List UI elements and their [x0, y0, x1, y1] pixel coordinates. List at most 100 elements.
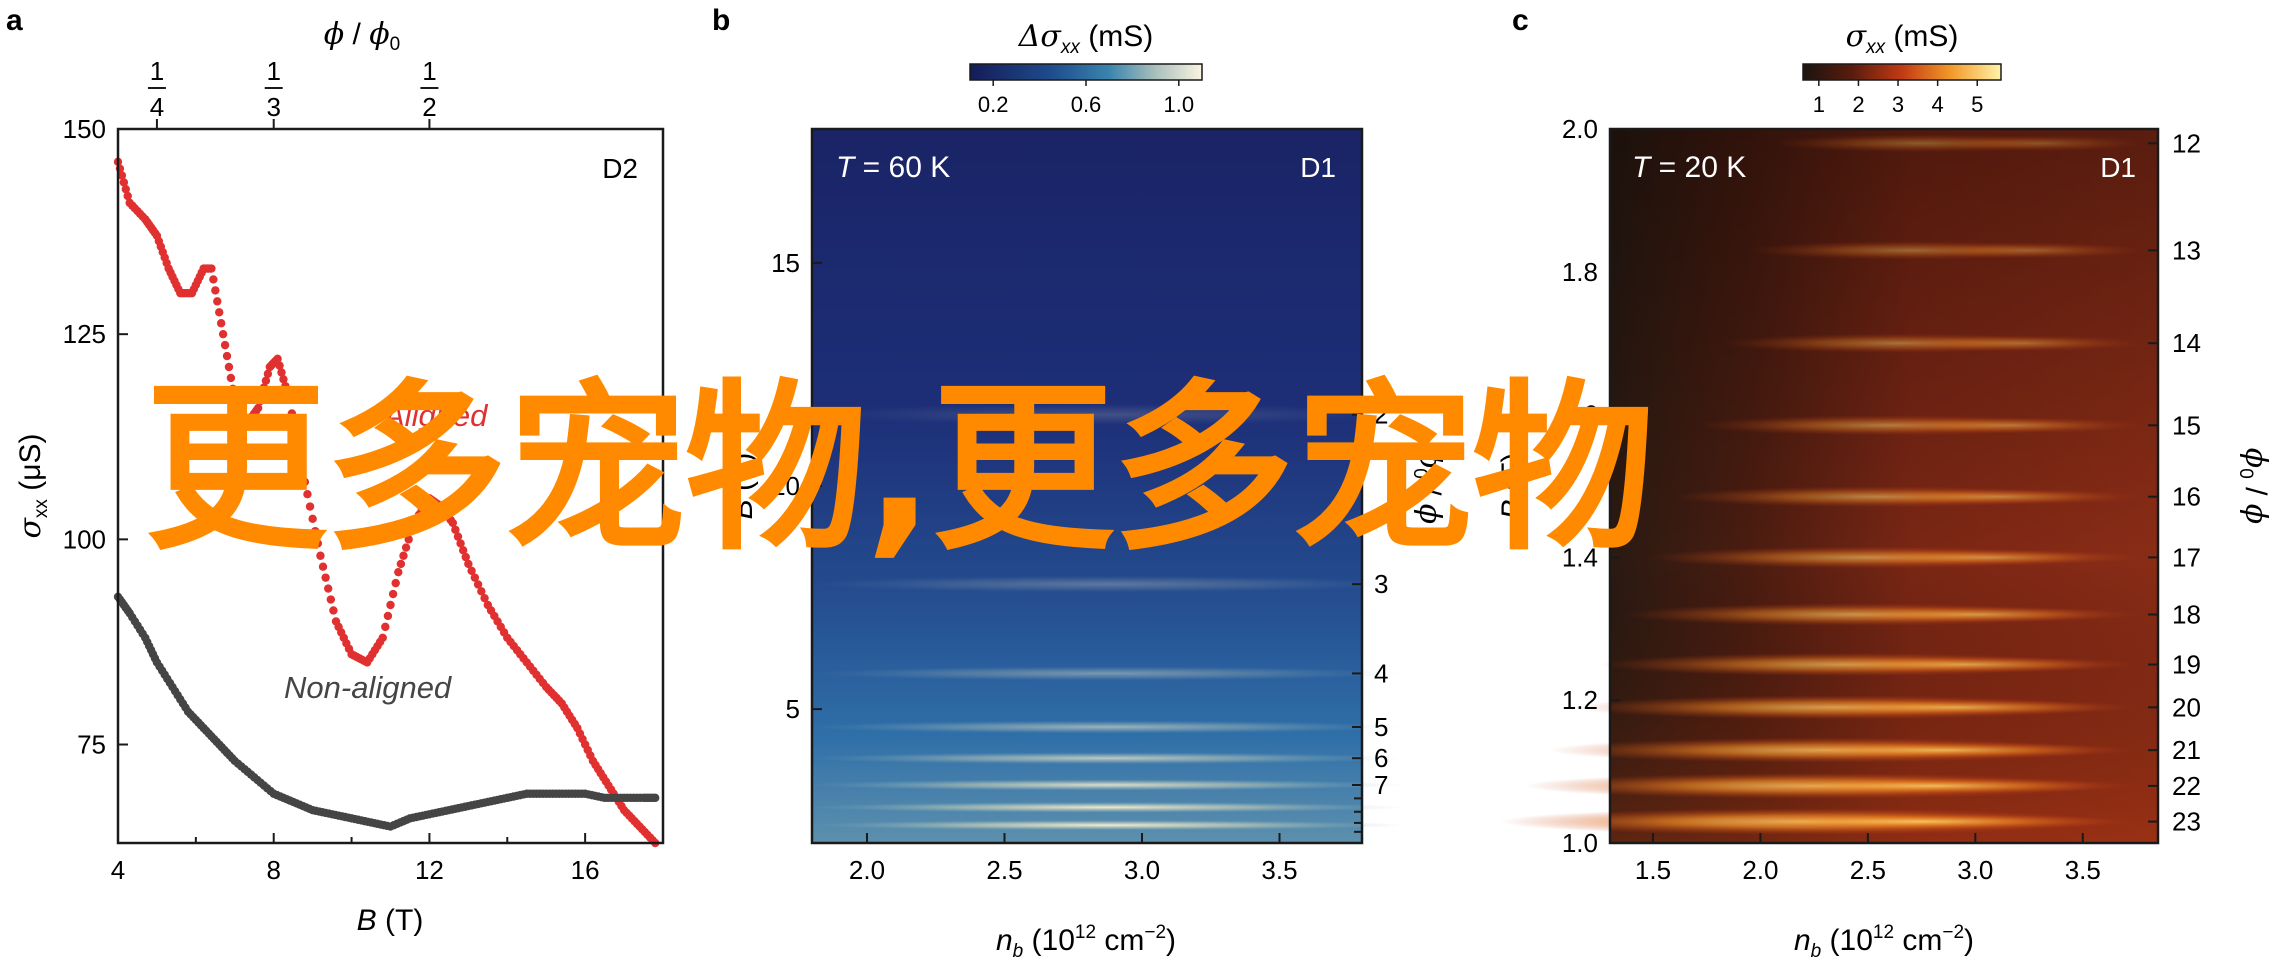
- heatmap-band: [807, 720, 1407, 734]
- heatmap-band: [807, 575, 1407, 593]
- colorbar-tick-label: 4: [1932, 92, 1944, 117]
- data-point: [480, 593, 489, 603]
- data-point: [273, 354, 282, 363]
- x-axis-label: nb (1012 cm−2): [1794, 922, 1974, 962]
- heatmap-band: [1710, 813, 2137, 830]
- y-tick-label: 1.6: [1562, 400, 1598, 430]
- data-point: [295, 450, 304, 459]
- data-point: [285, 395, 294, 405]
- colorbar-tick-label: 2: [1852, 92, 1864, 117]
- inset-label: T = 60 K: [836, 151, 950, 184]
- x-tick-label: 2.5: [986, 855, 1022, 885]
- top-tick-denominator: 4: [150, 92, 164, 122]
- top-tick-denominator: 3: [266, 92, 280, 122]
- data-point: [473, 580, 483, 589]
- data-point: [255, 396, 265, 406]
- colorbar-c-ticks: 1 2 3 4 5: [1813, 80, 1983, 117]
- heatmap-band: [807, 403, 1407, 426]
- colorbar-tick-label: 1.0: [1164, 92, 1195, 117]
- colorbar-tick-label: 3: [1892, 92, 1904, 117]
- right-axis-label: ϕ0 / ϕ: [2235, 448, 2273, 525]
- data-point: [383, 611, 393, 621]
- data-point: [283, 388, 292, 398]
- inset-label: T = 20 K: [1632, 151, 1746, 184]
- y-tick-label: 150: [63, 114, 106, 144]
- data-point: [470, 573, 480, 582]
- data-point: [326, 595, 336, 604]
- data-point: [207, 264, 216, 273]
- colorbar-tick-label: 0.6: [1071, 92, 1102, 117]
- series-label-nonaligned: Non-aligned: [284, 670, 453, 705]
- colorbar-b-label: Δσxx (mS): [1018, 19, 1153, 58]
- x-tick-label: 3.0: [1124, 855, 1160, 885]
- data-point: [287, 409, 297, 418]
- x-tick-label: 12: [415, 855, 444, 885]
- colorbar-tick-label: 0.2: [978, 92, 1009, 117]
- right-axis-label: ϕ0 / ϕ: [1409, 448, 1447, 525]
- y-axis-label: B (T): [1496, 453, 1529, 520]
- y-tick-label: 5: [786, 694, 800, 724]
- top-axis-ticks: 1 4 1 3 1 2: [147, 56, 439, 129]
- heatmap-band: [1813, 606, 2141, 623]
- data-point: [318, 562, 328, 571]
- heatmap-b-bands: [807, 403, 1407, 831]
- data-point: [311, 526, 320, 536]
- heatmap-band: [1751, 742, 2139, 759]
- panel-letter-b: b: [712, 4, 730, 37]
- data-point: [407, 526, 416, 536]
- data-point: [121, 184, 130, 194]
- data-point: [467, 566, 476, 576]
- data-point: [396, 559, 406, 569]
- x-tick-label: 2.5: [1850, 855, 1886, 885]
- right-tick-label: 12: [2172, 128, 2201, 158]
- data-point: [117, 171, 127, 180]
- data-point: [218, 329, 228, 339]
- heatmap-b: [807, 129, 1407, 843]
- data-point: [399, 551, 408, 560]
- data-point: [298, 464, 307, 473]
- right-tick-label: 7: [1374, 770, 1388, 800]
- data-point: [453, 532, 463, 541]
- data-points: [113, 157, 660, 848]
- data-point: [253, 403, 263, 413]
- top-tick-numerator: 1: [266, 56, 280, 86]
- right-tick-label: 22: [2172, 771, 2201, 801]
- axis-ticks: 4 8 12 16 75 100 125 150: [63, 114, 600, 885]
- top-tick-denominator: 2: [422, 92, 436, 122]
- y-tick-label: 125: [63, 319, 106, 349]
- x-tick-label: 3.0: [1957, 855, 1993, 885]
- data-point: [329, 606, 338, 615]
- x-axis-label: B (T): [357, 904, 424, 937]
- device-label: D1: [1300, 152, 1336, 183]
- right-tick-label: 15: [2172, 410, 2201, 440]
- data-point: [386, 600, 395, 610]
- y-tick-label: 2.0: [1562, 114, 1598, 144]
- data-point: [290, 422, 299, 432]
- right-tick-label: 6: [1374, 743, 1388, 773]
- data-point: [222, 351, 232, 361]
- data-point: [394, 567, 403, 577]
- panel-b: 0.2 0.6 1.0 Δσxx (mS) 2.0 2.5 3.0 3.5 5 10 15 2 3 4…: [726, 19, 1447, 962]
- colorbar-tick-label: 5: [1971, 92, 1983, 117]
- y-tick-label: 1.4: [1562, 542, 1598, 572]
- x-tick-label: 2.0: [849, 855, 885, 885]
- data-point: [292, 436, 302, 446]
- panel-letter-a: a: [6, 4, 23, 37]
- data-point: [213, 297, 222, 306]
- y-tick-label: 1.8: [1562, 257, 1598, 287]
- y-tick-label: 10: [771, 471, 800, 501]
- data-point: [303, 490, 312, 499]
- heatmap-band: [1833, 549, 2142, 566]
- plot-frame: [810, 127, 1364, 845]
- data-point: [281, 381, 290, 391]
- right-tick-label: 17: [2172, 542, 2201, 572]
- colorbar-tick-label: 1: [1813, 92, 1825, 117]
- top-tick-numerator: 1: [150, 56, 164, 86]
- data-point: [391, 578, 400, 588]
- data-point: [228, 384, 238, 394]
- data-point: [215, 308, 224, 317]
- data-point: [458, 546, 468, 555]
- y-tick-label: 100: [63, 524, 106, 554]
- data-point: [308, 514, 317, 524]
